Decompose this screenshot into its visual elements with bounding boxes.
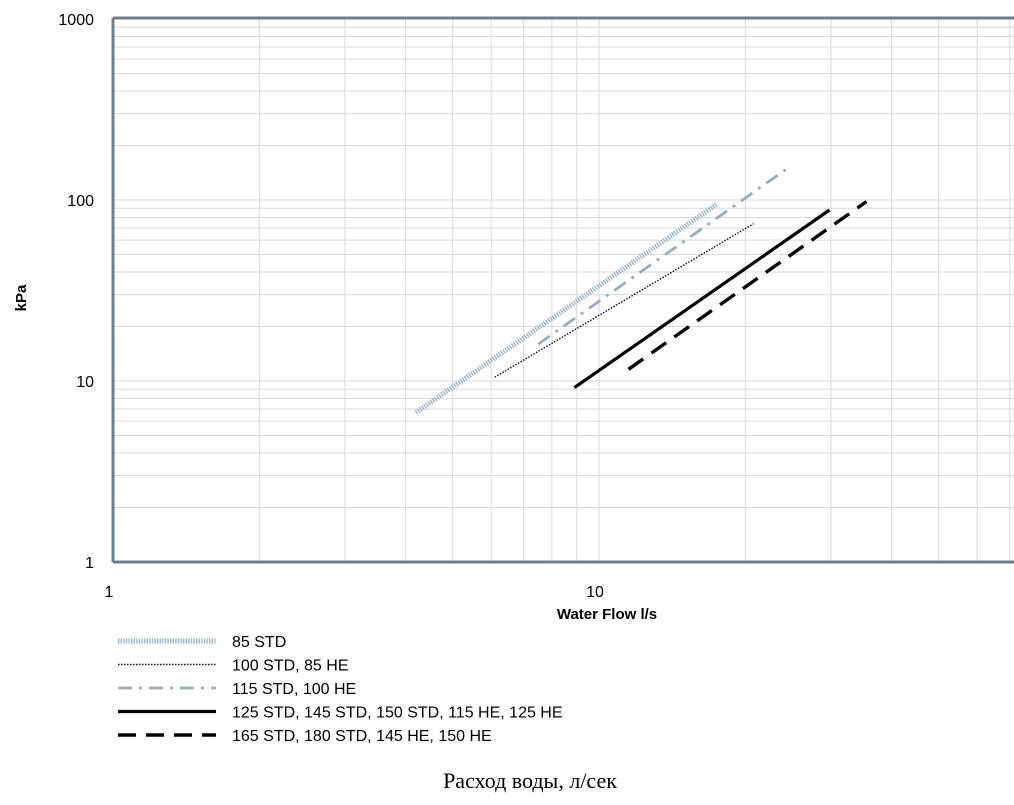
series-line-2 — [494, 223, 754, 378]
legend-label-1: 85 STD — [232, 634, 286, 651]
y-axis-title: kPa — [13, 284, 30, 311]
series-line-5 — [627, 200, 868, 371]
legend: 85 STD 100 STD, 85 HE 115 STD, 100 HE 125 S… — [118, 634, 563, 745]
x-tick-label: 1 — [105, 584, 114, 601]
series-line-3 — [537, 168, 787, 346]
y-tick-label: 1000 — [58, 12, 94, 29]
legend-label-5: 165 STD, 180 STD, 145 HE, 150 HE — [232, 728, 492, 745]
y-tick-label: 10 — [76, 374, 94, 391]
tick-labels: 1 10 100 1000 1 10 — [58, 12, 604, 601]
x-tick-label: 10 — [586, 584, 604, 601]
y-tick-label: 1 — [85, 555, 94, 572]
series-lines — [414, 168, 868, 415]
series-line-4 — [573, 208, 831, 389]
caption: Расход воды, л/сек — [443, 768, 617, 793]
grid — [113, 18, 1014, 562]
legend-label-3: 115 STD, 100 HE — [232, 681, 356, 698]
plot-frame — [111, 16, 1014, 564]
legend-label-2: 100 STD, 85 HE — [232, 658, 349, 675]
legend-label-4: 125 STD, 145 STD, 150 STD, 115 HE, 125 H… — [232, 705, 563, 722]
x-axis-title: Water Flow l/s — [557, 606, 657, 623]
series-line-1 — [414, 201, 719, 415]
y-tick-label: 100 — [67, 193, 94, 210]
